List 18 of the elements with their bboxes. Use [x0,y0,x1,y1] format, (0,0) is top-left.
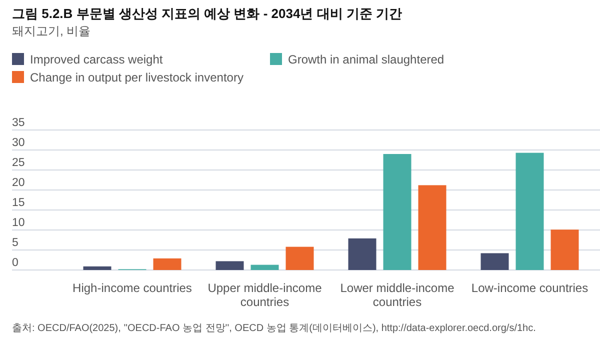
y-tick-label: 0 [12,257,18,269]
y-tick-label: 20 [12,177,25,189]
x-tick-label: Upper middle-income countries [208,281,322,309]
x-tick-label: High-income countries [72,281,192,295]
y-tick-label: 15 [12,197,25,209]
x-tick-label: Low-income countries [471,281,588,295]
y-tick-label: 35 [12,117,25,129]
y-tick-label: 25 [12,157,25,169]
source-note: 출처: OECD/FAO(2025), ''OECD-FAO 농업 전망'', OECD 농업 통계(데이터베이스), http://data-explorer.oecd.org/s/1hc. [12,323,536,334]
chart-title: 그림 5.2.B 부문별 생산성 지표의 예상 변화 - 2034년 대비 기준 기간 [12,6,402,21]
y-tick-label: 10 [12,217,25,229]
legend-label: Growth in animal slaughtered [288,52,444,66]
legend-label: Change in output per livestock inventory [30,70,244,84]
legend-label: Improved carcass weight [30,52,164,66]
x-tick-label: Lower middle-income countries [340,281,455,309]
chart-subtitle: 돼지고기, 비율 [12,24,91,38]
y-tick-label: 5 [12,237,18,249]
y-tick-label: 30 [12,137,25,149]
